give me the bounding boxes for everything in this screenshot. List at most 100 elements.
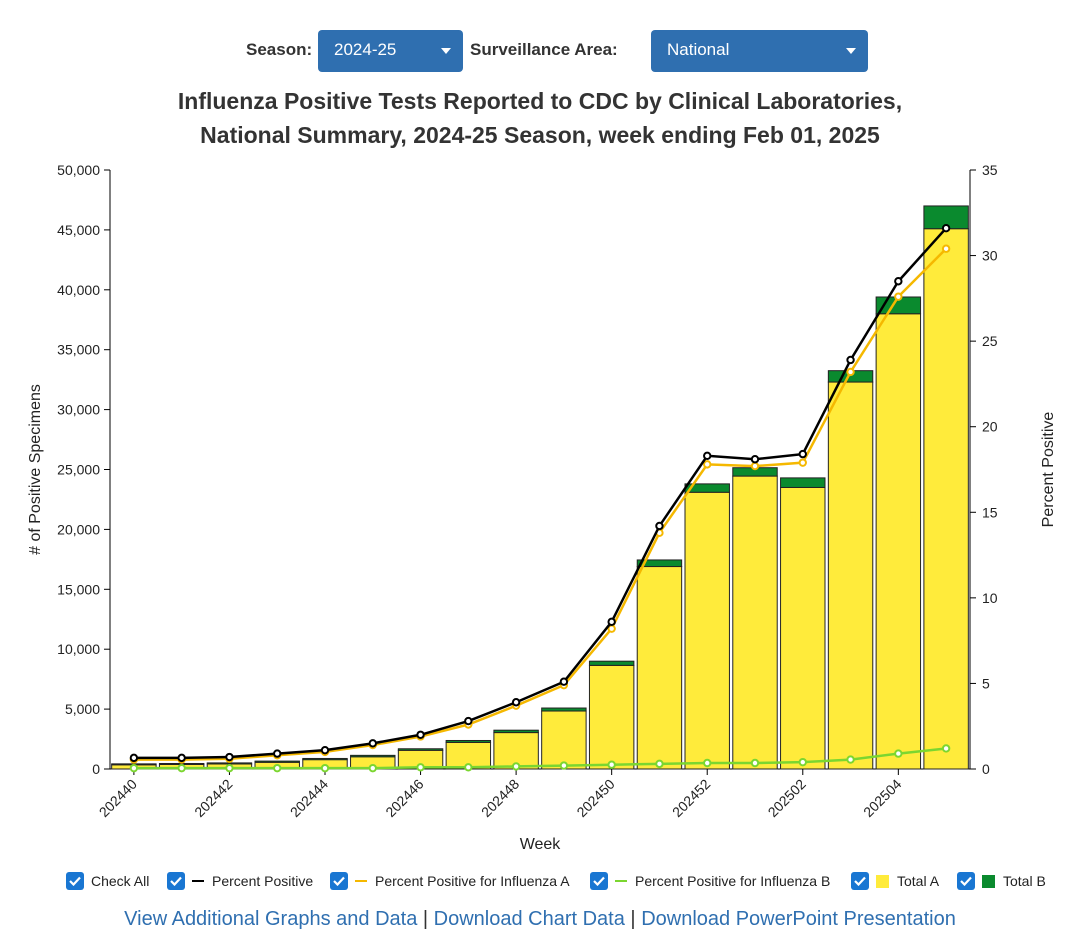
line-point xyxy=(798,757,807,767)
line-point xyxy=(846,355,855,365)
bar-total-b xyxy=(588,660,635,666)
chart-title-line-1: Influenza Positive Tests Reported to CDC… xyxy=(177,88,903,114)
y-tick-label: 0 xyxy=(92,761,100,777)
bar-total-b xyxy=(397,748,444,751)
y-tick-label: 30,000 xyxy=(57,402,100,418)
y-tick-label: 5,000 xyxy=(65,701,100,717)
x-tick-label: 202442 xyxy=(191,776,235,820)
season-select[interactable]: 2024-25 xyxy=(318,30,463,72)
download-powerpoint-link[interactable]: Download PowerPoint Presentation xyxy=(641,908,956,930)
y-tick-label: 20,000 xyxy=(57,521,100,537)
surveillance-area-value: National xyxy=(667,40,730,59)
bar-total-b xyxy=(541,707,587,712)
line-point xyxy=(941,744,951,753)
line-point xyxy=(273,763,282,773)
legend-item-percent-positive-b[interactable]: Percent Positive for Influenza B xyxy=(590,868,830,894)
x-tick-label: 202440 xyxy=(96,776,140,820)
line-point xyxy=(703,758,712,768)
bar-total-a xyxy=(732,475,778,770)
checkbox-checked-icon[interactable] xyxy=(330,872,348,890)
bar-total-a xyxy=(588,664,635,770)
chart-title: Influenza Positive Tests Reported to CDC… xyxy=(0,84,1080,152)
line-point xyxy=(225,763,234,773)
line-point xyxy=(798,458,807,467)
checkbox-checked-icon[interactable] xyxy=(851,872,869,890)
chart-legend: Check All Percent Positive Percent Posit… xyxy=(0,868,1080,894)
surveillance-area-label: Surveillance Area: xyxy=(470,40,618,59)
bar-total-a xyxy=(684,491,730,770)
legend-item-total-a[interactable]: Total A xyxy=(851,868,939,894)
bar-total-a xyxy=(445,741,492,770)
line-point xyxy=(416,763,425,772)
line-point xyxy=(846,755,855,764)
x-tick-label: 202444 xyxy=(287,776,331,820)
line-point xyxy=(559,677,569,686)
view-additional-graphs-link[interactable]: View Additional Graphs and Data xyxy=(124,908,418,930)
y-tick-label: 25,000 xyxy=(57,462,100,478)
legend-label-total-a: Total A xyxy=(897,873,940,889)
line-point xyxy=(703,460,712,469)
line-percent-positive xyxy=(133,227,948,760)
checkbox-checked-icon[interactable] xyxy=(957,872,975,890)
surveillance-area-select[interactable]: National xyxy=(651,30,868,72)
line-point xyxy=(368,763,377,773)
bar-total-a xyxy=(827,381,874,770)
line-point xyxy=(273,749,282,758)
bar-total-a xyxy=(541,710,587,770)
checkbox-checked-icon[interactable] xyxy=(167,872,185,890)
bar-total-a xyxy=(875,313,922,770)
line-point xyxy=(177,763,186,773)
legend-check-all[interactable]: Check All xyxy=(66,868,149,894)
bar-total-a xyxy=(923,228,969,770)
green-box-swatch-icon xyxy=(982,874,995,888)
line-point xyxy=(750,758,760,768)
line-point xyxy=(511,762,521,771)
line-point xyxy=(129,753,139,763)
x-axis-label: Week xyxy=(520,836,562,853)
line-point xyxy=(846,367,855,377)
bar-total-b xyxy=(636,559,683,568)
y-tick-label: 10,000 xyxy=(57,641,100,657)
link-separator: | xyxy=(422,908,429,930)
x-tick-label: 202504 xyxy=(860,776,904,820)
line-point xyxy=(177,753,186,763)
legend-check-all-label: Check All xyxy=(91,873,150,889)
x-tick-label: 202448 xyxy=(478,776,522,820)
line-point xyxy=(607,760,616,769)
legend-item-percent-positive-a[interactable]: Percent Positive for Influenza A xyxy=(330,868,570,894)
season-label: Season: xyxy=(246,40,313,59)
line-point xyxy=(320,745,330,755)
line-point xyxy=(320,763,330,773)
line-point xyxy=(750,455,760,464)
legend-label-total-b: Total B xyxy=(1003,873,1046,889)
y2-axis-label: Percent Positive xyxy=(1040,412,1057,528)
y2-tick-label: 30 xyxy=(982,248,998,264)
checkbox-checked-icon[interactable] xyxy=(590,872,608,890)
legend-item-total-b[interactable]: Total B xyxy=(957,868,1046,894)
line-percent-positive-for-influenza-b xyxy=(133,747,947,770)
y2-tick-label: 5 xyxy=(982,675,990,691)
bar-total-a xyxy=(780,486,826,770)
y2-tick-label: 10 xyxy=(982,590,998,606)
download-chart-data-link[interactable]: Download Chart Data xyxy=(433,908,625,930)
green-line-swatch-icon xyxy=(615,880,627,882)
line-percent-positive-for-influenza-a xyxy=(133,247,947,761)
bar-total-b xyxy=(302,757,348,761)
checkbox-checked-icon[interactable] xyxy=(66,872,84,890)
season-select-value: 2024-25 xyxy=(334,40,397,59)
y-tick-label: 15,000 xyxy=(57,581,100,597)
line-point xyxy=(798,449,807,459)
bar-total-b xyxy=(254,760,300,763)
line-point xyxy=(703,451,712,461)
line-point xyxy=(894,292,903,301)
influenza-chart: 0 5,000 10,000 15,000 20,000 25,000 30,000 35,0… xyxy=(27,162,1057,853)
x-tick-label: 202446 xyxy=(382,776,426,820)
x-tick-label: 202452 xyxy=(669,776,713,820)
line-point xyxy=(655,521,664,531)
legend-label-percent-positive: Percent Positive xyxy=(212,873,314,889)
line-point xyxy=(464,763,473,772)
legend-item-percent-positive[interactable]: Percent Positive xyxy=(167,868,313,894)
legend-label-percent-positive-a: Percent Positive for Influenza A xyxy=(375,873,570,889)
line-point xyxy=(129,763,139,773)
bar-total-b xyxy=(350,754,396,758)
